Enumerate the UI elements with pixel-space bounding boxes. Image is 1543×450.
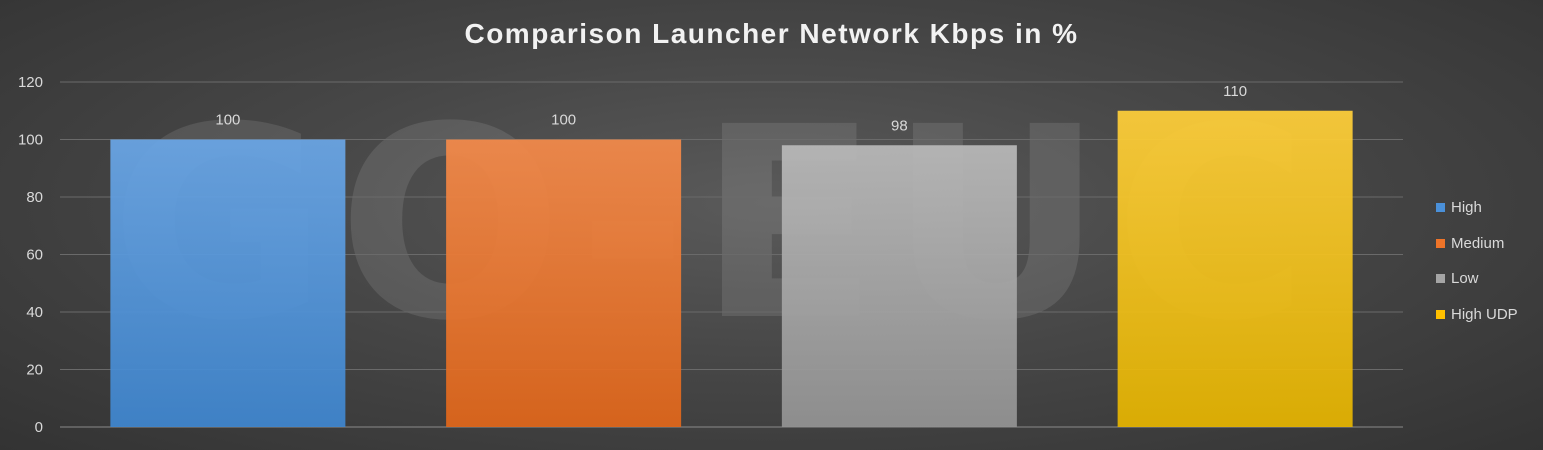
legend-item-low: Low <box>1436 261 1541 297</box>
data-label: 110 <box>1223 83 1247 100</box>
data-label: 100 <box>215 112 240 129</box>
y-tick-label: 100 <box>18 132 43 149</box>
bar-high-udp <box>1117 110 1353 427</box>
y-tick-label: 0 <box>35 419 43 436</box>
data-label: 100 <box>551 112 576 129</box>
bar-medium <box>446 139 682 427</box>
legend-label-high-udp: High UDP <box>1451 305 1518 323</box>
legend-swatch-medium <box>1436 238 1445 248</box>
y-tick-label: 120 <box>18 74 43 91</box>
legend-item-high: High <box>1436 190 1541 226</box>
legend: High Medium Low High UDP <box>1436 190 1541 332</box>
legend-label-medium: Medium <box>1451 234 1505 252</box>
legend-swatch-low <box>1436 274 1445 284</box>
legend-label-high: High <box>1451 199 1482 217</box>
legend-item-high-udp: High UDP <box>1436 297 1541 333</box>
y-tick-label: 20 <box>26 362 43 379</box>
y-tick-label: 80 <box>26 189 43 206</box>
legend-label-low: Low <box>1451 270 1479 288</box>
bar-low <box>781 145 1017 427</box>
y-tick-label: 60 <box>26 247 43 264</box>
data-label: 98 <box>891 117 908 134</box>
y-tick-label: 40 <box>26 304 43 321</box>
legend-item-medium: Medium <box>1436 226 1541 262</box>
legend-swatch-high-udp <box>1436 309 1445 319</box>
chart-title: Comparison Launcher Network Kbps in % <box>464 18 1079 49</box>
bar-high <box>110 139 346 427</box>
legend-swatch-high <box>1436 203 1445 213</box>
